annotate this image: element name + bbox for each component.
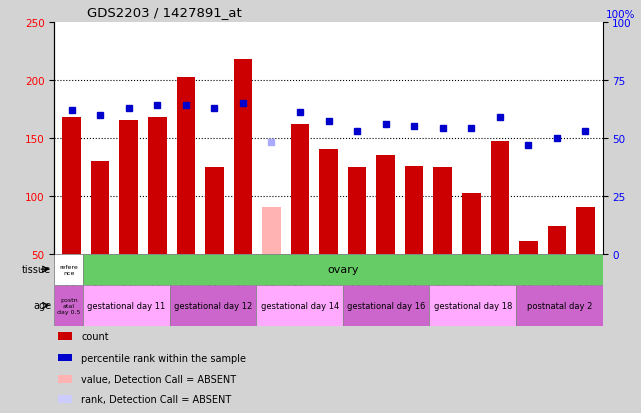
Text: tissue: tissue — [22, 264, 51, 275]
Bar — [576, 208, 595, 254]
Text: postn
atal
day 0.5: postn atal day 0.5 — [57, 297, 81, 314]
Bar — [205, 167, 224, 254]
Bar — [433, 167, 452, 254]
Bar — [58, 332, 72, 340]
Bar — [519, 241, 538, 254]
Bar — [516, 285, 603, 326]
Text: gestational day 12: gestational day 12 — [174, 301, 253, 310]
Bar — [83, 285, 170, 326]
Text: gestational day 16: gestational day 16 — [347, 301, 426, 310]
Bar — [58, 395, 72, 403]
Bar — [343, 285, 429, 326]
Text: age: age — [33, 301, 51, 311]
Bar — [176, 78, 195, 254]
Text: count: count — [81, 332, 109, 342]
Bar — [54, 254, 83, 285]
Text: rank, Detection Call = ABSENT: rank, Detection Call = ABSENT — [81, 394, 231, 404]
Text: gestational day 14: gestational day 14 — [260, 301, 339, 310]
Text: GDS2203 / 1427891_at: GDS2203 / 1427891_at — [87, 6, 241, 19]
Bar — [119, 121, 138, 254]
Bar — [376, 156, 395, 254]
Bar — [429, 285, 516, 326]
Text: refere
nce: refere nce — [60, 264, 78, 275]
Bar — [547, 226, 566, 254]
Bar — [348, 167, 367, 254]
Bar — [233, 60, 252, 254]
Bar — [405, 166, 424, 254]
Text: gestational day 11: gestational day 11 — [87, 301, 166, 310]
Bar — [170, 285, 256, 326]
Bar — [148, 118, 167, 254]
Bar — [62, 118, 81, 254]
Text: ovary: ovary — [327, 264, 359, 275]
Bar — [58, 354, 72, 362]
Bar — [290, 124, 309, 254]
Bar — [462, 194, 481, 254]
Text: gestational day 18: gestational day 18 — [433, 301, 512, 310]
Bar — [490, 142, 509, 254]
Bar — [54, 285, 83, 326]
Bar — [256, 285, 343, 326]
Text: 100%: 100% — [605, 10, 635, 20]
Bar — [319, 150, 338, 254]
Bar — [262, 208, 281, 254]
Text: value, Detection Call = ABSENT: value, Detection Call = ABSENT — [81, 374, 237, 384]
Bar — [58, 375, 72, 383]
Text: postnatal day 2: postnatal day 2 — [527, 301, 592, 310]
Bar — [91, 161, 110, 254]
Text: percentile rank within the sample: percentile rank within the sample — [81, 353, 246, 363]
